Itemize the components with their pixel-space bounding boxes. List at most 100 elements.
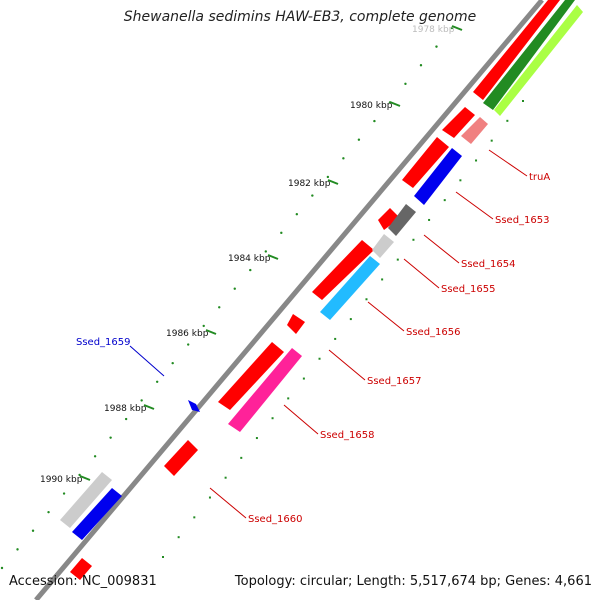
kbp-tick xyxy=(205,329,217,335)
tick-dot xyxy=(450,26,454,30)
tick-dash xyxy=(381,278,384,281)
kbp-label: 1986 kbp xyxy=(166,329,209,339)
genome-backbone xyxy=(34,0,544,600)
gene-feature xyxy=(388,204,416,236)
tick-dash xyxy=(318,357,321,360)
lightgreen-track xyxy=(494,5,583,116)
gene-feature xyxy=(378,208,400,230)
tick-dot xyxy=(233,287,236,290)
kbp-label: 1978 kbp xyxy=(412,25,455,35)
kbp-tick xyxy=(79,475,91,481)
tick-dot xyxy=(202,324,205,328)
gene-label: Ssed_1658 xyxy=(320,430,375,441)
gene-feature xyxy=(164,440,198,476)
tick-dot xyxy=(62,492,66,495)
tick-dash xyxy=(287,397,290,400)
tick-dash xyxy=(240,456,243,459)
tick-dash xyxy=(506,119,509,122)
kbp-label: 1990 kbp xyxy=(40,475,83,485)
tick-dash xyxy=(490,139,493,142)
kbp-label: 1982 kbp xyxy=(288,179,331,189)
tick-dash xyxy=(459,179,462,182)
tick-dot xyxy=(171,361,174,365)
tick-dot xyxy=(93,455,97,458)
tick-dash xyxy=(365,298,368,301)
gene-leader-line xyxy=(129,345,165,377)
gene-label-group: 1978 kbp 1980 kbp 1982 kbp 1984 kbp 1986 kbp… xyxy=(40,25,550,525)
tick-dash xyxy=(224,476,227,479)
tick-dash xyxy=(349,318,352,321)
tick-dot xyxy=(218,306,221,309)
kbp-tick xyxy=(327,179,339,185)
gene-feature xyxy=(473,0,560,100)
tick-dot xyxy=(311,194,314,197)
gene-label: Ssed_1653 xyxy=(495,215,550,226)
tick-dot xyxy=(31,529,35,532)
tick-dot xyxy=(47,510,50,514)
tick-dot xyxy=(373,119,376,123)
gene-feature xyxy=(60,472,112,528)
gene-feature xyxy=(461,117,488,144)
tick-dash xyxy=(255,437,258,440)
tick-dash xyxy=(443,199,446,202)
tick-dot xyxy=(342,157,345,160)
gene-label: Ssed_1656 xyxy=(406,327,461,338)
kbp-tick xyxy=(451,25,463,31)
tick-dash xyxy=(396,258,399,261)
gene-label: truA xyxy=(529,172,550,183)
gene-feature xyxy=(320,256,380,320)
inner-tick-dots xyxy=(162,100,524,558)
outer-tick-dots xyxy=(0,26,454,570)
gene-feature xyxy=(218,342,284,410)
gene-label: Ssed_1655 xyxy=(441,284,496,295)
green-track xyxy=(483,0,575,110)
gene-feature xyxy=(188,400,200,412)
topology-label: Topology: circular; Length: 5,517,674 bp… xyxy=(234,574,592,589)
kbp-label: 1980 kbp xyxy=(350,101,393,111)
gene-label: Ssed_1657 xyxy=(367,376,422,387)
gene-leader-line xyxy=(488,149,528,177)
kbp-label: 1984 kbp xyxy=(228,254,271,264)
gene-feature xyxy=(442,107,475,138)
tick-dash xyxy=(177,536,180,539)
tick-dot xyxy=(326,175,330,179)
tick-dot xyxy=(0,566,4,570)
gene-feature xyxy=(312,240,374,300)
gene-leader-line xyxy=(455,191,494,220)
tick-dash xyxy=(412,238,415,241)
gene-feature xyxy=(414,148,462,205)
tick-dot xyxy=(264,250,267,253)
tick-dot xyxy=(187,343,190,346)
kbp-tick xyxy=(267,254,279,260)
gene-leader-line xyxy=(328,349,366,381)
tick-dash xyxy=(428,218,431,221)
kbp-label: 1988 kbp xyxy=(104,404,147,414)
tick-dot xyxy=(249,268,252,272)
tick-dash xyxy=(475,159,478,162)
tick-dot xyxy=(78,473,81,477)
tick-dash xyxy=(162,556,164,558)
gene-leader-line xyxy=(403,258,440,289)
tick-dash xyxy=(208,496,211,499)
tick-dot xyxy=(404,82,407,86)
gene-feature xyxy=(228,348,302,432)
tick-dot xyxy=(357,138,361,141)
gene-feature xyxy=(287,314,305,334)
gene-leader-line xyxy=(283,404,319,435)
map-title: Shewanella sedimins HAW-EB3, complete ge… xyxy=(123,9,477,25)
kbp-tick xyxy=(143,404,155,410)
tick-dash xyxy=(334,337,337,340)
gene-leader-line xyxy=(209,487,247,519)
gene-feature xyxy=(372,234,394,258)
tick-dash xyxy=(271,417,274,420)
gene-label: Ssed_1654 xyxy=(461,259,516,270)
gene-label: Ssed_1660 xyxy=(248,514,303,525)
tick-dash xyxy=(193,516,196,519)
tick-dot xyxy=(280,231,283,235)
kbp-tick xyxy=(389,101,401,107)
gene-feature xyxy=(72,488,122,540)
tick-dot xyxy=(109,436,112,439)
tick-dot xyxy=(435,45,438,48)
tick-dot xyxy=(295,213,299,216)
